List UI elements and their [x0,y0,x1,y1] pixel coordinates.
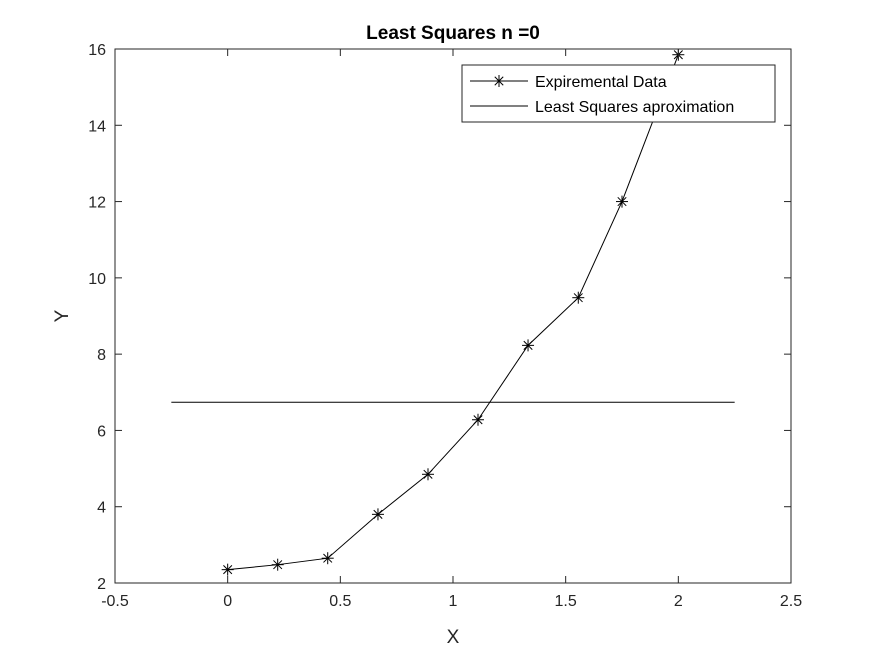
data-point [572,291,585,304]
series-layer [171,49,735,576]
marker-stroke [494,76,504,86]
marker-stroke [617,196,627,207]
legend-entry-expiremental-data: Expiremental Data [535,74,667,91]
x-tick-label: 1.5 [555,593,577,610]
legend: Expiremental Data Least Squares aproxima… [461,64,776,123]
marker-stroke [573,293,583,303]
legend-box [461,64,776,123]
ticks-layer: -0.5 0 0.5 1 1.5 2 2.5 2 4 6 8 10 12 14 16 [88,42,802,610]
x-tick-label: 0.5 [329,593,351,610]
marker-stroke [223,565,233,575]
y-tick-label: 14 [88,118,106,135]
data-point [221,563,234,576]
data-point [522,339,535,352]
data-point [472,413,485,426]
marker-stroke [473,415,483,425]
x-tick-label: 1 [449,593,458,610]
y-axis-label: Y [52,309,73,322]
data-point [271,558,284,571]
legend-asterisk [493,75,505,87]
y-tick-label: 4 [97,500,106,517]
marker-stroke [373,509,383,519]
chart-title: Least Squares n =0 [366,23,540,44]
data-point [371,508,384,521]
y-tick-label: 2 [97,576,106,593]
marker-stroke [423,469,433,479]
y-tick-label: 6 [97,423,106,440]
plot-area [115,49,791,583]
series-line-expiremental-data [227,54,679,571]
x-tick-label: 2.5 [780,593,802,610]
legend-entry-least-squares: Least Squares aproximation [535,99,734,116]
data-point [421,468,434,481]
x-tick-label: 0 [223,593,232,610]
marker-stroke [323,553,333,563]
marker-stroke [523,340,533,350]
data-point [616,195,628,208]
x-tick-label: 2 [674,593,683,610]
y-tick-label: 8 [97,347,106,364]
y-tick-label: 12 [88,195,106,212]
y-tick-label: 10 [88,271,106,288]
x-axis-label: X [447,627,460,648]
y-tick-label: 16 [88,42,106,59]
legend-marker-asterisk [493,75,505,87]
x-tick-label: -0.5 [101,593,129,610]
data-point [321,552,334,565]
marker-stroke [273,560,283,570]
